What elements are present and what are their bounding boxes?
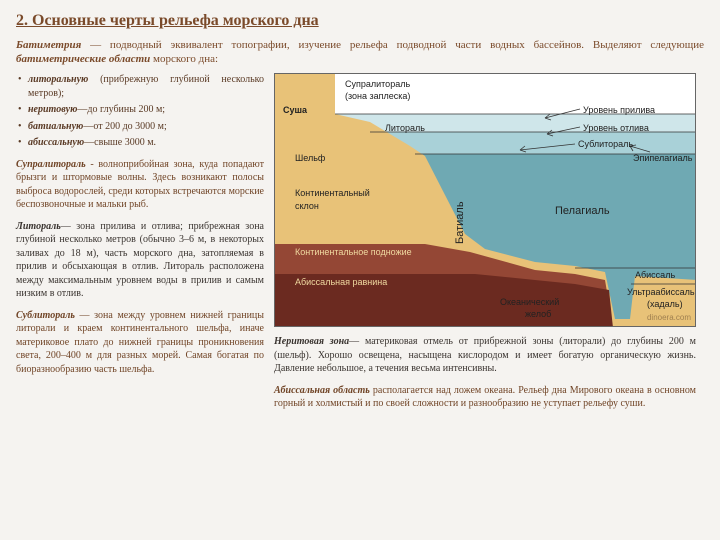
paragraph: Неритовая зона— материковая отмель от пр… (274, 335, 696, 376)
lbl-abys-plain: Абиссальная равнина (295, 276, 387, 288)
lbl-abyssal: Абиссаль (635, 269, 675, 281)
seafloor-diagram: Супралитораль (зона заплеска) Суша Литор… (274, 73, 696, 327)
bullet-item: батиальную—от 200 до 3000 м; (16, 120, 264, 134)
lbl-ultra: Ультраабиссаль (627, 286, 695, 298)
paragraph: Сублитораль — зона между уровнем нижней … (16, 309, 264, 377)
diagram-credit: dinoera.com (647, 313, 691, 324)
lbl-trench1: Океанический (500, 296, 559, 308)
bullet-list: литоральную (прибрежную глубиной несколь… (16, 73, 264, 150)
left-column: литоральную (прибрежную глубиной несколь… (16, 73, 264, 419)
lbl-susha: Суша (283, 104, 307, 116)
lbl-tide: Уровень прилива (583, 104, 655, 116)
paragraph: Литораль— зона прилива и отлива; прибреж… (16, 220, 264, 301)
lbl-kont-foot: Континентальное подножие (295, 246, 412, 258)
bullet-item: литоральную (прибрежную глубиной несколь… (16, 73, 264, 100)
lbl-pelagial: Пелагиаль (555, 204, 610, 219)
lbl-hadal: (хадаль) (647, 298, 683, 310)
lbl-zaplesk: (зона заплеска) (345, 90, 410, 102)
lbl-litoral: Литораль (385, 122, 425, 134)
lbl-kont-slope2: Континентальный (295, 187, 370, 199)
lbl-trench2: желоб (525, 308, 551, 320)
paragraph: Супралитораль - волноприбойная зона, куд… (16, 158, 264, 212)
page-title: 2. Основные черты рельефа морского дна (16, 10, 704, 32)
right-column: Супралитораль (зона заплеска) Суша Литор… (274, 73, 696, 419)
bullet-item: абиссальную—свыше 3000 м. (16, 136, 264, 150)
bullet-item: неритовую—до глубины 200 м; (16, 103, 264, 117)
lbl-batial: Батиаль (453, 202, 468, 245)
intro-text: Батиметрия — подводный эквивалент топогр… (16, 38, 704, 68)
lbl-kont-slope3: склон (295, 200, 319, 212)
lbl-ebb: Уровень отлива (583, 122, 649, 134)
columns: литоральную (прибрежную глубиной несколь… (16, 73, 704, 419)
lbl-shelf: Шельф (295, 152, 325, 164)
lbl-supralitoral: Супралитораль (345, 78, 410, 90)
lbl-epi: Эпипелагиаль (633, 152, 692, 164)
paragraph: Абиссальная область располагается над ло… (274, 384, 696, 411)
lbl-sublitoral: Сублитораль (578, 138, 633, 150)
